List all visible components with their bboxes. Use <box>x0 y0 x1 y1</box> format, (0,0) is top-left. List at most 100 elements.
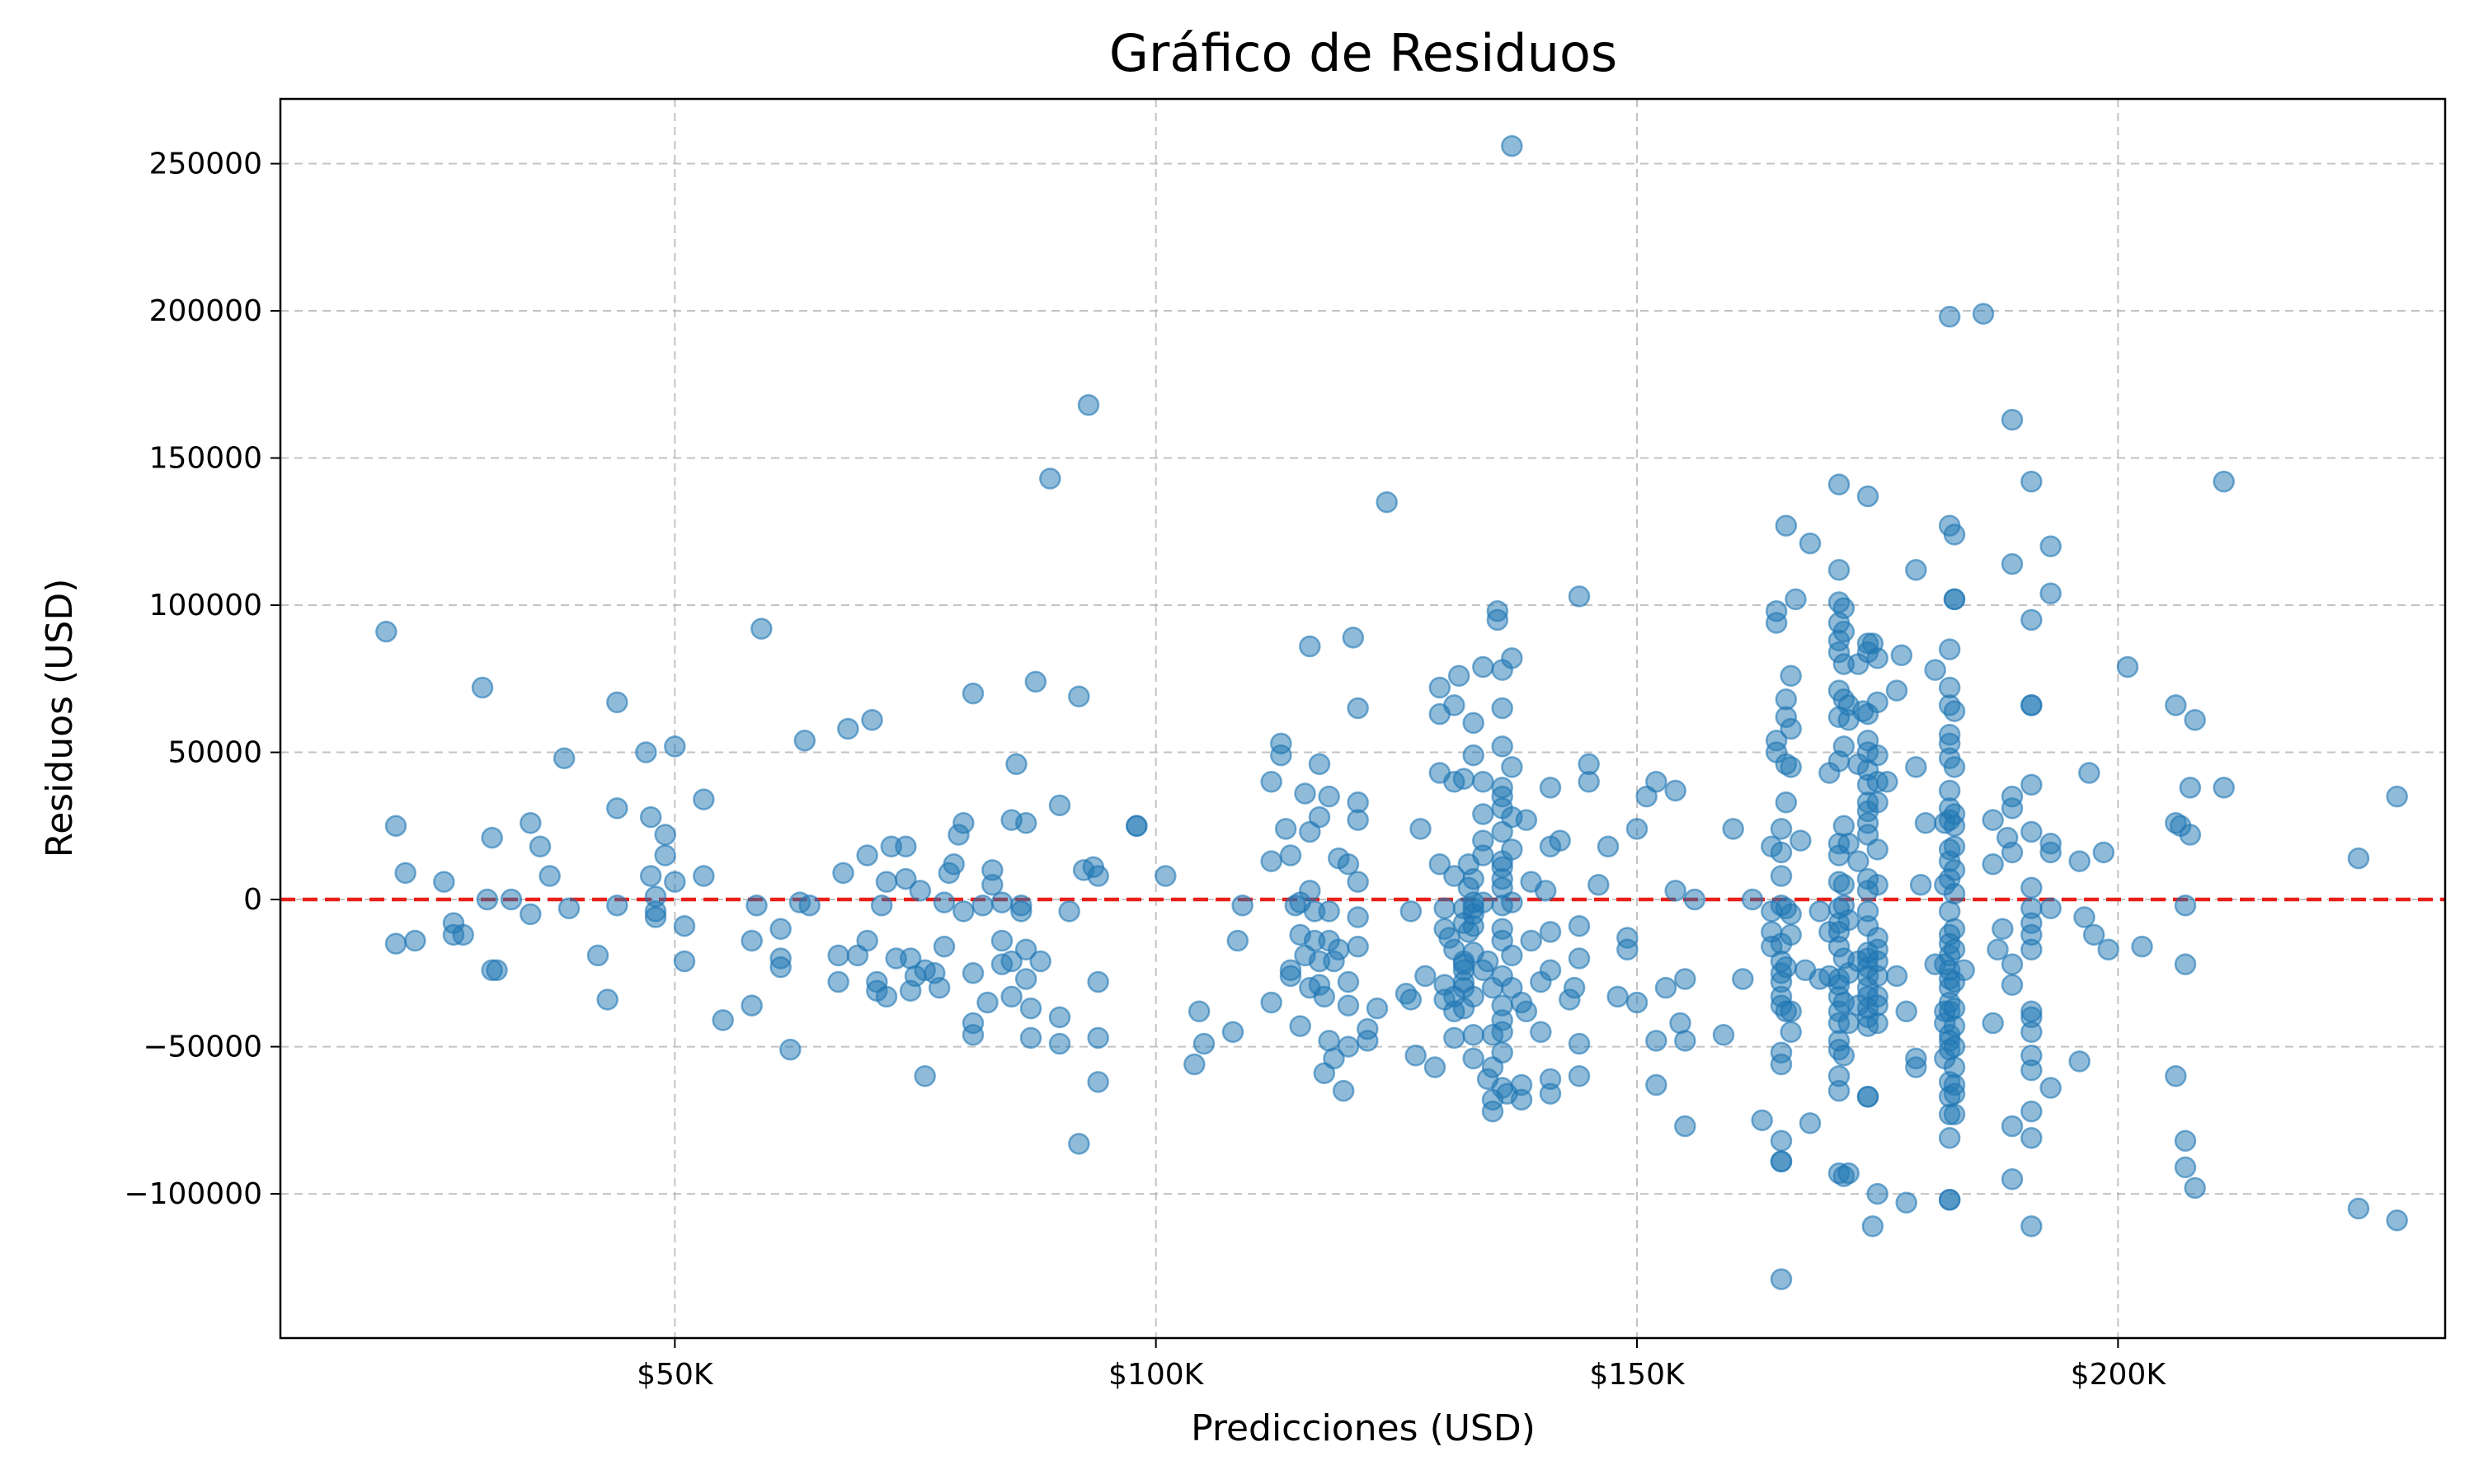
y-tick-label: 150000 <box>149 442 262 476</box>
scatter-point <box>1318 785 1340 808</box>
scatter-point <box>693 788 715 810</box>
scatter-point <box>2097 938 2119 961</box>
scatter-point <box>596 989 618 1011</box>
scatter-point <box>1770 1150 1793 1173</box>
scatter-point <box>1399 900 1423 923</box>
scatter-point <box>2068 850 2091 872</box>
scatter-point <box>2386 1209 2408 1232</box>
scatter-point <box>1890 644 1913 666</box>
scatter-point <box>928 976 951 999</box>
scatter-point <box>1866 1182 1888 1205</box>
scatter-point <box>1087 970 1109 993</box>
scatter-point <box>1905 756 1927 778</box>
scatter-point <box>1674 1115 1696 1138</box>
scatter-point <box>962 962 985 984</box>
scatter-point <box>476 888 499 911</box>
scatter-point <box>2078 762 2100 784</box>
scatter-point <box>1462 867 1484 890</box>
scatter-point <box>1741 888 1764 911</box>
scatter-point <box>1953 959 1975 981</box>
scatter-point <box>1328 938 1350 961</box>
scatter-point <box>1014 811 1037 834</box>
scatter-point <box>1515 1000 1538 1022</box>
scatter-point <box>2174 1156 2197 1179</box>
scatter-point <box>1087 1071 1109 1093</box>
scatter-point <box>1077 394 1100 416</box>
scatter-point <box>2020 876 2043 899</box>
scatter-point <box>1068 685 1090 707</box>
scatter-point <box>1289 1015 1311 1037</box>
scatter-point <box>1014 968 1037 990</box>
scatter-point <box>1770 818 1793 840</box>
scatter-point <box>1616 938 1639 961</box>
scatter-point <box>1510 1088 1533 1111</box>
scatter-point <box>1501 838 1523 861</box>
scatter-point <box>1399 989 1423 1011</box>
scatter-point <box>1260 991 1282 1014</box>
scatter-point <box>1337 852 1360 876</box>
scatter-point <box>1462 711 1484 735</box>
scatter-point <box>1347 697 1369 720</box>
scatter-point <box>1722 818 1744 840</box>
scatter-point <box>1568 947 1591 970</box>
scatter-point <box>1674 1030 1696 1052</box>
scatter-point <box>1048 1006 1071 1029</box>
scatter-point <box>1775 514 1798 537</box>
scatter-point <box>1832 873 1856 896</box>
scatter-point <box>1645 1030 1667 1052</box>
scatter-point <box>1323 1047 1345 1070</box>
scatter-point <box>1664 779 1686 802</box>
scatter-point <box>1443 694 1465 716</box>
scatter-point <box>870 894 893 917</box>
scatter-point <box>2020 1100 2043 1123</box>
scatter-point <box>1780 1021 1802 1043</box>
scatter-point <box>1972 303 1995 325</box>
scatter-point <box>1895 1191 1917 1214</box>
scatter-point <box>1155 865 1177 887</box>
scatter-point <box>1462 1024 1484 1046</box>
scatter-point <box>1260 850 1282 872</box>
scatter-point <box>1856 1086 1879 1108</box>
scatter-point <box>1539 921 1562 943</box>
scatter-point <box>1515 809 1538 831</box>
scatter-point <box>1000 985 1023 1008</box>
scatter-point <box>1231 894 1253 917</box>
scatter-point <box>1712 1024 1735 1046</box>
scatter-point <box>952 900 975 923</box>
scatter-point <box>2020 694 2043 716</box>
scatter-point <box>1472 771 1494 793</box>
scatter-point <box>2184 709 2206 731</box>
scatter-point <box>1299 635 1321 658</box>
scatter-point <box>1476 950 1499 973</box>
scatter-point <box>2073 906 2095 928</box>
scatter-point <box>1491 1021 1513 1043</box>
scatter-point <box>1943 588 1966 611</box>
scatter-point <box>741 994 763 1017</box>
scatter-point <box>1770 1268 1793 1290</box>
scatter-point <box>1357 1030 1379 1052</box>
scatter-point <box>1530 1021 1552 1043</box>
y-tick-label: 250000 <box>149 148 262 181</box>
scatter-point <box>1192 1032 1216 1055</box>
scatter-point <box>1866 873 1888 896</box>
scatter-point <box>1318 900 1340 923</box>
scatter-point <box>520 811 542 834</box>
scatter-point <box>2039 535 2062 557</box>
x-axis-label: Predicciones (USD) <box>1191 1407 1536 1449</box>
y-tick-label: −50000 <box>143 1031 262 1064</box>
scatter-point <box>1770 865 1793 887</box>
scatter-point <box>481 826 503 849</box>
scatter-point <box>1462 914 1484 937</box>
scatter-point <box>1866 647 1888 669</box>
scatter-point <box>1347 906 1369 928</box>
scatter-point <box>1664 880 1686 902</box>
scatter-point <box>486 959 508 981</box>
scatter-point <box>1943 524 1966 546</box>
scatter-point <box>1294 782 1316 805</box>
scatter-point <box>2039 582 2062 605</box>
scatter-point <box>1481 1100 1504 1123</box>
scatter-point <box>2001 408 2024 431</box>
scatter-point <box>2020 470 2043 493</box>
scatter-point <box>1188 1000 1211 1022</box>
scatter-point <box>943 852 965 876</box>
